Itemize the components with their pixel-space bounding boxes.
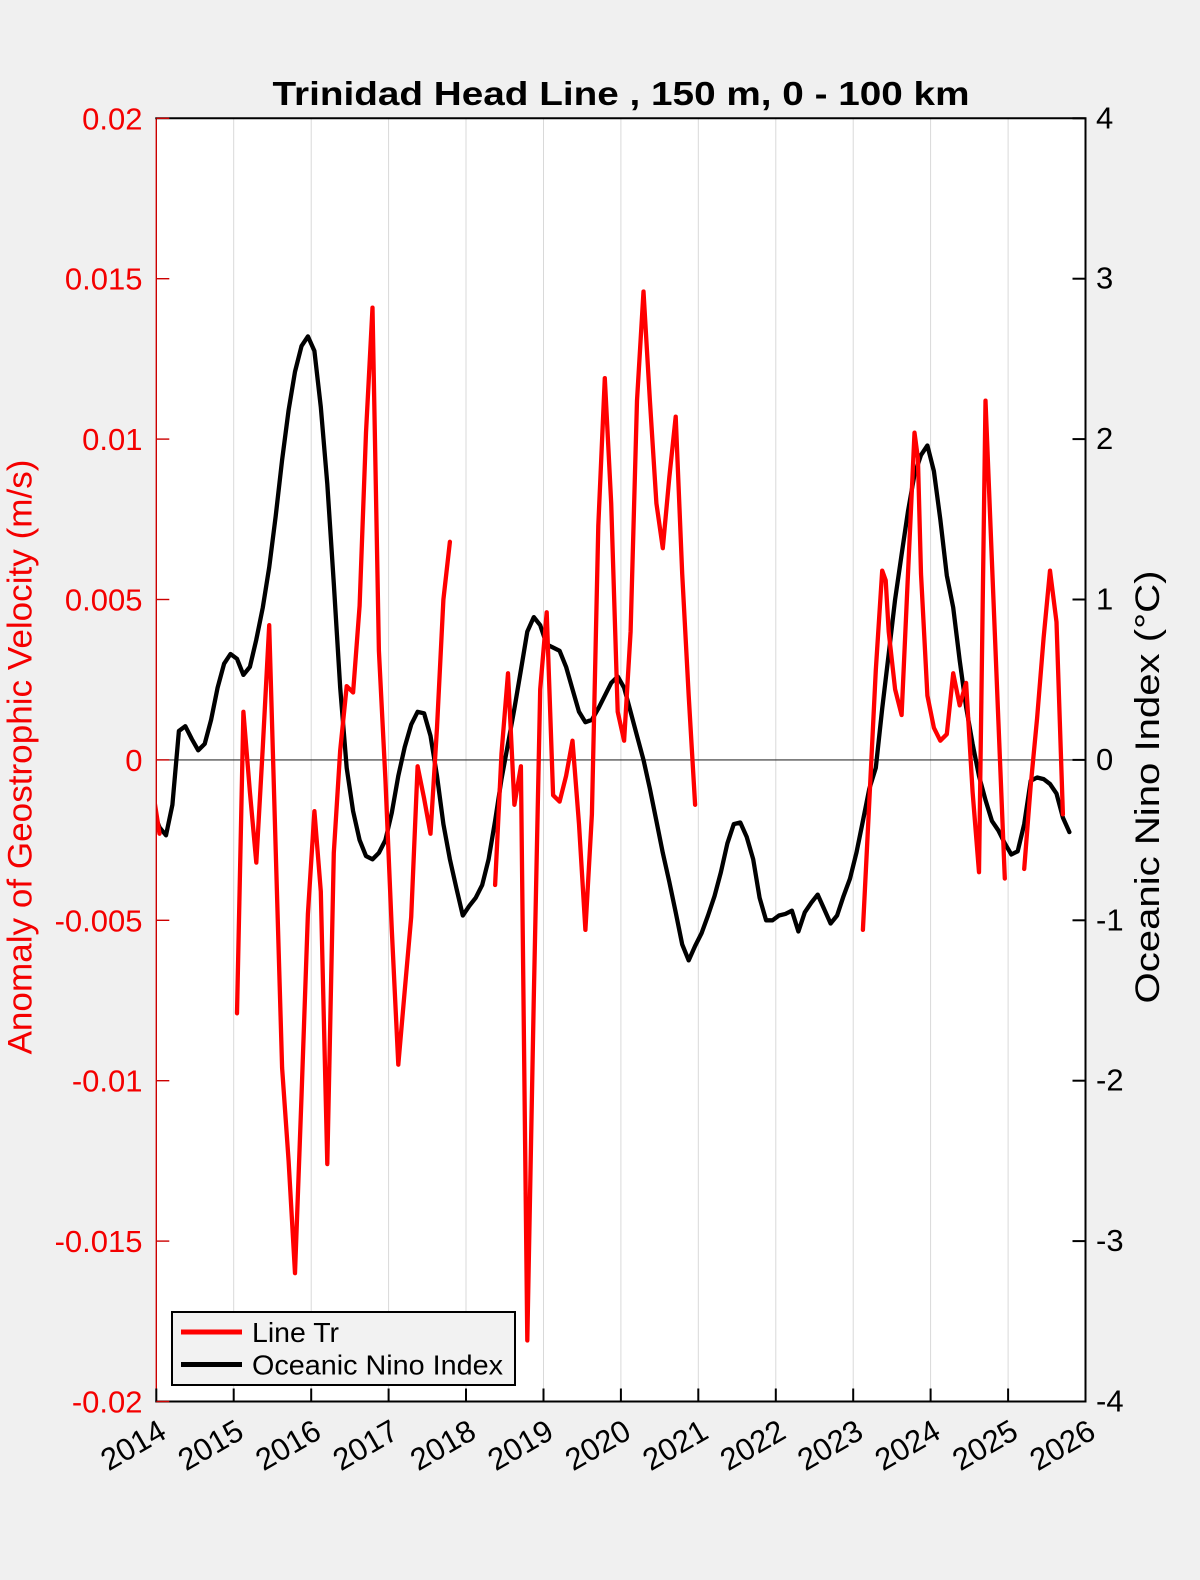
svg-text:3: 3 [1096, 261, 1113, 296]
svg-text:-4: -4 [1096, 1384, 1124, 1419]
svg-text:Oceanic Nino Index (°C): Oceanic Nino Index (°C) [1129, 571, 1167, 1004]
svg-text:0.01: 0.01 [82, 422, 142, 457]
svg-text:-2: -2 [1096, 1063, 1124, 1098]
svg-text:-0.02: -0.02 [72, 1385, 143, 1420]
svg-text:-3: -3 [1096, 1223, 1124, 1258]
svg-text:Anomaly of Geostrophic Velocit: Anomaly of Geostrophic Velocity (m/s) [2, 460, 40, 1055]
svg-text:-0.015: -0.015 [55, 1224, 143, 1259]
svg-text:-1: -1 [1096, 902, 1124, 937]
svg-text:4: 4 [1096, 100, 1113, 135]
svg-text:-0.005: -0.005 [55, 903, 143, 938]
svg-text:0: 0 [1096, 742, 1113, 777]
svg-text:-0.01: -0.01 [72, 1064, 143, 1099]
svg-text:1: 1 [1096, 582, 1113, 617]
svg-text:0.005: 0.005 [65, 583, 143, 618]
svg-text:Trinidad Head Line , 150 m, 0: Trinidad Head Line , 150 m, 0 - 100 km [273, 75, 970, 112]
svg-text:0: 0 [125, 743, 142, 778]
svg-text:0.02: 0.02 [82, 101, 142, 136]
svg-text:2: 2 [1096, 421, 1113, 456]
svg-text:0.015: 0.015 [65, 262, 143, 297]
svg-text:Oceanic Nino Index: Oceanic Nino Index [252, 1350, 503, 1381]
svg-text:Line Tr: Line Tr [252, 1317, 339, 1348]
